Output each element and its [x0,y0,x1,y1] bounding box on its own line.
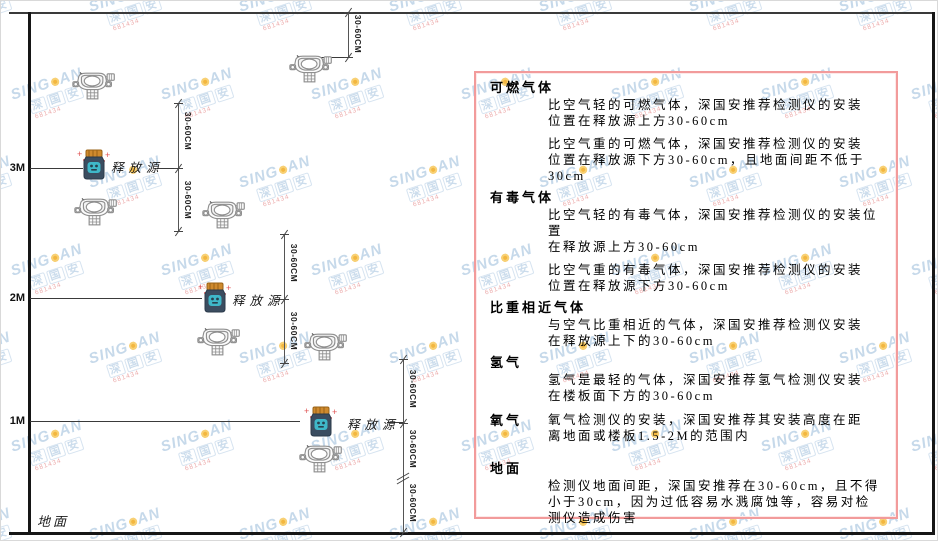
spark-icon: + [332,407,337,417]
gas-detector-icon [289,55,332,83]
spark-icon: + [198,282,203,292]
section-paragraph: 检测仪地面间距，深国安推荐在30-60cm，且不得 小于30cm，因为过低容易水… [548,479,880,525]
spark-icon: + [226,283,231,293]
release-source-icon: + + [77,149,110,180]
dimension-line [348,12,349,57]
height-line [30,168,83,169]
gas-detector-icon [299,445,342,473]
ceiling-line [9,12,935,14]
section-paragraph: 与空气比重相近的气体，深国安推荐检测仪安装 在释放源上下的30-60cm [548,318,864,348]
leader-line [319,57,353,58]
panel-section: 有毒气体比空气轻的有毒气体，深国安推荐检测仪的安装位置 在释放源上方30-60c… [490,189,880,294]
dimension-label: 30-60CM [408,429,418,469]
leader-line [157,168,179,169]
gas-detector-icon [72,72,115,100]
spark-icon: + [304,406,309,416]
release-source-label: 释放源 [347,418,400,432]
dimension-label: 30-60CM [183,111,193,151]
section-heading: 可燃气体 [490,80,555,95]
panel-section: 可燃气体比空气轻的可燃气体，深国安推荐检测仪的安装 位置在释放源上方30-60c… [490,79,880,184]
floor-line [9,532,935,535]
panel-section: 氧气 氧气检测仪的安装，深国安推荐其安装高度在距 离地面或楼板1.5-2M的范围内 [490,412,880,444]
leader-line [387,422,404,423]
section-paragraph: 比空气轻的可燃气体，深国安推荐检测仪的安装 位置在释放源上方30-60cm [548,98,864,128]
height-label-3m: 3M [9,162,25,174]
gas-detector-icon [197,328,240,356]
section-heading: 有毒气体 [490,190,555,205]
section-paragraph: 比空气轻的有毒气体，深国安推荐检测仪的安装位置 在释放源上方30-60cm [548,208,879,254]
dimension-label: 30-60CM [289,243,299,283]
release-source-icon: + + [198,282,231,313]
section-paragraph: 比空气重的有毒气体，深国安推荐检测仪的安装 位置在释放源下方30-60cm [548,263,864,293]
ground-label: 地面 [37,514,70,529]
spark-icon: + [105,150,110,160]
panel-section: 地面检测仪地面间距，深国安推荐在30-60cm，且不得 小于30cm，因为过低容… [490,460,880,526]
height-line [30,298,202,299]
right-wall-line [932,12,935,532]
section-paragraph: 比空气重的可燃气体，深国安推荐检测仪的安装 位置在释放源下方30-60cm，且地… [548,137,865,183]
height-label-1m: 1M [9,415,25,427]
section-heading: 比重相近气体 [490,300,587,315]
instruction-panel: 可燃气体比空气轻的可燃气体，深国安推荐检测仪的安装 位置在释放源上方30-60c… [474,71,898,525]
dimension-label: 30-60CM [408,483,418,523]
left-wall-line [28,12,31,532]
section-heading: 地面 [490,461,523,476]
dimension-label: 30-60CM [353,14,363,54]
panel-section: 氢气氢气是最轻的气体，深国安推荐氢气检测仪安装 在楼板面下方的30-60cm [490,354,880,404]
section-paragraph: 氢气是最轻的气体，深国安推荐氢气检测仪安装 在楼板面下方的30-60cm [548,373,864,403]
release-source-icon: + + [304,406,337,437]
height-line [30,421,300,422]
release-source-label: 释放源 [232,294,285,308]
dimension-label: 30-60CM [183,180,193,220]
dimension-label: 30-60CM [408,369,418,409]
release-source-label: 释放源 [111,161,164,175]
dimension-line [403,359,404,532]
section-heading: 氢气 [490,355,523,370]
gas-detector-icon [202,201,245,229]
section-heading: 氧气 [490,413,523,428]
height-label-2m: 2M [9,292,25,304]
section-paragraph: 氧气检测仪的安装，深国安推荐其安装高度在距 离地面或楼板1.5-2M的范围内 [548,413,864,443]
gas-detector-icon [304,333,347,361]
panel-section: 比重相近气体与空气比重相近的气体，深国安推荐检测仪安装 在释放源上下的30-60… [490,299,880,349]
spark-icon: + [77,149,82,159]
gas-detector-icon [74,198,117,226]
dimension-label: 30-60CM [289,311,299,351]
